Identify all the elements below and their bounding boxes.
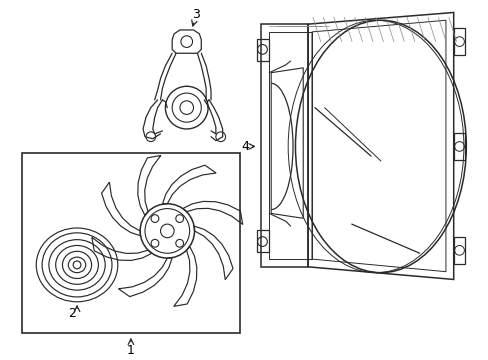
Text: 3: 3 — [192, 8, 200, 21]
Text: 2: 2 — [68, 307, 76, 320]
Text: 1: 1 — [127, 344, 135, 357]
Bar — [21, 153, 240, 333]
Text: 4: 4 — [241, 140, 248, 153]
